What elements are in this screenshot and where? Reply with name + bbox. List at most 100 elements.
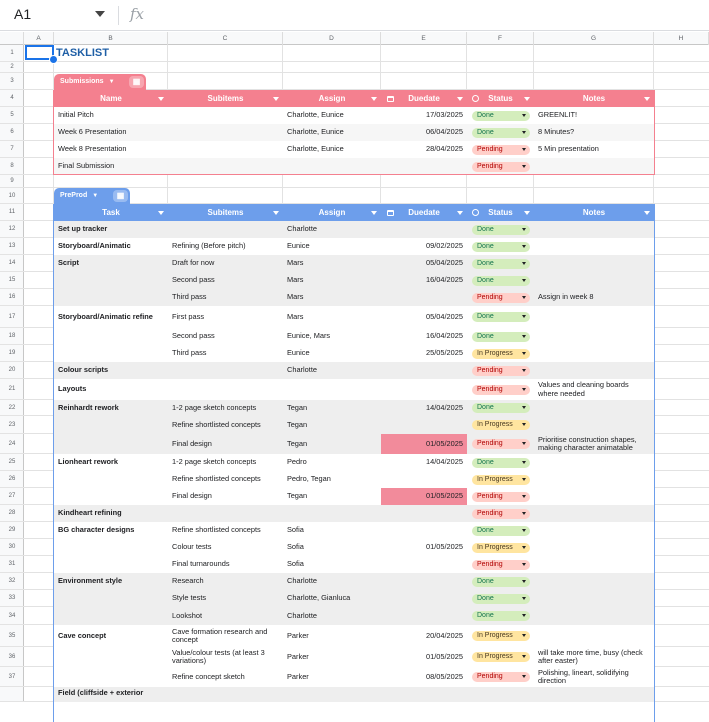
status-dropdown[interactable]: Pending — [472, 292, 530, 303]
preprod-cell-sub[interactable]: Final design — [172, 488, 279, 505]
status-dropdown[interactable]: In Progress — [472, 474, 530, 485]
row-header-14[interactable]: 14 — [0, 255, 24, 272]
status-dropdown[interactable]: Done — [472, 403, 530, 413]
preprod-cell-assign[interactable]: Mars — [287, 289, 377, 306]
status-dropdown[interactable]: Pending — [472, 672, 530, 682]
preprod-cell-sub[interactable]: Value/colour tests (at least 3 variation… — [172, 647, 279, 667]
preprod-cell-due[interactable]: 08/05/2025 — [381, 667, 463, 687]
status-dropdown[interactable]: Pending — [472, 491, 530, 502]
preprod-cell-task[interactable]: Storyboard/Animatic refine — [58, 306, 164, 328]
row-header-6[interactable]: 6 — [0, 124, 24, 141]
preprod-cell-task[interactable]: Kindheart refining — [58, 505, 164, 522]
row-header-31[interactable]: 31 — [0, 556, 24, 573]
chevron-down-icon[interactable]: ▼ — [108, 79, 115, 85]
preprod-cell-assign[interactable]: Tegan — [287, 400, 377, 416]
preprod-cell-assign[interactable]: Charlotte — [287, 362, 377, 379]
preprod-cell-assign[interactable]: Pedro — [287, 454, 377, 471]
status-dropdown[interactable]: Done — [472, 576, 530, 587]
preprod-header-notes[interactable]: Notes — [582, 208, 606, 217]
chevron-down-icon[interactable] — [522, 460, 526, 464]
preprod-cell-sub[interactable]: Refine shortlisted concepts — [172, 471, 279, 488]
row-header-29[interactable]: 29 — [0, 522, 24, 539]
preprod-cell-sub[interactable]: First pass — [172, 306, 279, 328]
chevron-down-icon[interactable] — [522, 387, 526, 391]
column-header-g[interactable]: G — [534, 32, 654, 45]
preprod-cell-sub[interactable]: Lookshot — [172, 607, 279, 625]
preprod-cell-sub[interactable]: Style tests — [172, 590, 279, 607]
preprod-cell-assign[interactable]: Sofia — [287, 522, 377, 539]
row-header-30[interactable]: 30 — [0, 539, 24, 556]
chevron-down-icon[interactable] — [522, 147, 526, 151]
status-dropdown[interactable]: Done — [472, 241, 530, 252]
column-filter-icon[interactable] — [273, 96, 279, 101]
column-filter-icon[interactable] — [524, 96, 530, 101]
column-filter-icon[interactable] — [524, 210, 530, 215]
row-header-25[interactable]: 25 — [0, 454, 24, 471]
submissions-header-subitems[interactable]: Subitems — [207, 94, 244, 103]
submissions-cell-due[interactable]: 28/04/2025 — [381, 141, 463, 158]
row-header-12[interactable]: 12 — [0, 221, 24, 238]
chevron-down-icon[interactable] — [522, 423, 526, 426]
preprod-cell-due[interactable]: 05/04/2025 — [381, 255, 463, 272]
preprod-cell-assign[interactable]: Parker — [287, 667, 377, 687]
submissions-cell-name[interactable]: Week 8 Presentation — [58, 141, 164, 158]
column-filter-icon[interactable] — [644, 210, 650, 215]
submissions-cell-notes[interactable]: 5 Min presentation — [538, 141, 650, 158]
preprod-cell-sub[interactable]: Colour tests — [172, 539, 279, 556]
preprod-cell-sub[interactable]: Refine shortlisted concepts — [172, 416, 279, 434]
row-header-34[interactable]: 34 — [0, 607, 24, 625]
chevron-down-icon[interactable] — [522, 244, 526, 248]
status-dropdown[interactable]: Pending — [472, 508, 530, 519]
preprod-cell-due[interactable]: 01/05/2025 — [381, 434, 463, 454]
row-header-16[interactable]: 16 — [0, 289, 24, 306]
preprod-cell-assign[interactable]: Tegan — [287, 434, 377, 454]
preprod-cell-due[interactable]: 14/04/2025 — [381, 400, 463, 416]
chevron-down-icon[interactable] — [522, 614, 526, 617]
preprod-cell-due[interactable]: 25/05/2025 — [381, 345, 463, 362]
status-dropdown[interactable]: Done — [472, 525, 530, 536]
row-header-18[interactable]: 18 — [0, 328, 24, 345]
column-filter-icon[interactable] — [158, 96, 164, 101]
preprod-cell-sub[interactable]: Draft for now — [172, 255, 279, 272]
selected-cell-a1[interactable] — [25, 45, 54, 60]
submissions-header-assign[interactable]: Assign — [318, 94, 346, 103]
chevron-down-icon[interactable] — [522, 261, 526, 265]
preprod-cell-due[interactable]: 01/05/2025 — [381, 539, 463, 556]
chevron-down-icon[interactable] — [522, 442, 526, 445]
row-header-7[interactable]: 7 — [0, 141, 24, 158]
column-filter-icon[interactable] — [371, 210, 377, 215]
row-header-37[interactable]: 37 — [0, 667, 24, 687]
row-header-22[interactable]: 22 — [0, 400, 24, 416]
column-header-a[interactable]: A — [24, 32, 54, 45]
chevron-down-icon[interactable] — [522, 477, 526, 481]
submissions-cell-name[interactable]: Initial Pitch — [58, 107, 164, 124]
chevron-down-icon[interactable] — [522, 655, 526, 658]
row-header-10[interactable]: 10 — [0, 188, 24, 204]
row-header-35[interactable]: 35 — [0, 625, 24, 647]
status-dropdown[interactable]: In Progress — [472, 420, 530, 430]
chevron-down-icon[interactable] — [522, 634, 526, 637]
row-header-28[interactable]: 28 — [0, 505, 24, 522]
preprod-cell-sub[interactable]: Second pass — [172, 328, 279, 345]
preprod-cell-assign[interactable]: Tegan — [287, 416, 377, 434]
preprod-cell-assign[interactable]: Eunice, Mars — [287, 328, 377, 345]
preprod-cell-due[interactable]: 14/04/2025 — [381, 454, 463, 471]
status-dropdown[interactable]: Pending — [472, 439, 530, 449]
row-header-11[interactable]: 11 — [0, 204, 24, 221]
column-header-h[interactable]: H — [654, 32, 709, 45]
row-header-8[interactable]: 8 — [0, 158, 24, 175]
preprod-cell-notes[interactable]: Prioritise construction shapes, making c… — [538, 434, 650, 454]
preprod-cell-sub[interactable]: Refine shortlisted concepts — [172, 522, 279, 539]
chevron-down-icon[interactable] — [522, 579, 526, 583]
status-dropdown[interactable]: Done — [472, 224, 530, 235]
preprod-cell-sub[interactable]: Cave formation research and concept — [172, 625, 279, 647]
row-header-32[interactable]: 32 — [0, 573, 24, 590]
preprod-cell-assign[interactable]: Charlotte — [287, 573, 377, 590]
chevron-down-icon[interactable] — [522, 562, 526, 566]
submissions-cell-name[interactable]: Final Submission — [58, 158, 164, 175]
preprod-cell-sub[interactable]: Final turnarounds — [172, 556, 279, 573]
corner-cell[interactable] — [0, 32, 24, 45]
preprod-cell-sub[interactable]: Final design — [172, 434, 279, 454]
preprod-cell-task[interactable]: Cave concept — [58, 625, 164, 647]
submissions-cell-due[interactable]: 06/04/2025 — [381, 124, 463, 141]
